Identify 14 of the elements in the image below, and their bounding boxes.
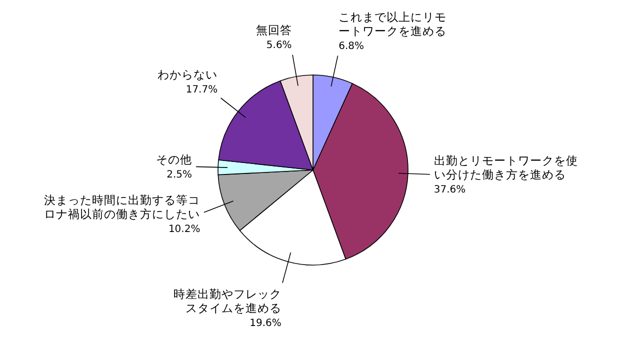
data-label: 37.6% <box>434 184 466 196</box>
data-label: 2.5% <box>166 170 192 181</box>
data-label: 6.8% <box>338 40 364 52</box>
data-label: 5.6% <box>266 40 292 51</box>
slice-label: 決まった時間に出勤する等コロナ禍以前の働き方にしたい <box>44 192 200 221</box>
slice-label: これまで以上にリモートワークを進める <box>338 10 447 38</box>
slice-label: その他 <box>156 152 192 167</box>
data-label: 17.7% <box>186 84 218 96</box>
slice-label: 時差出勤やフレックスタイムを進める <box>173 286 282 315</box>
data-label: 19.6% <box>250 318 282 329</box>
data-label: 10.2% <box>168 224 200 235</box>
slice-label: 無回答 <box>256 22 292 37</box>
slice-label: わからない <box>158 68 218 82</box>
slice-label: 出勤とリモートワークを使い分けた働き方を進める <box>434 154 578 182</box>
